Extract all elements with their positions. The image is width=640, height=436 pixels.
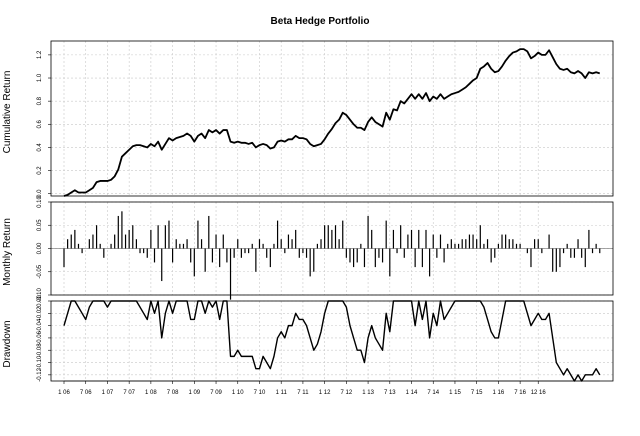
y-tick-label: -0.10 bbox=[37, 355, 43, 369]
x-tick-label: 7 14 bbox=[427, 390, 439, 396]
monthly-return-axis-label: Monthly Return bbox=[2, 218, 13, 286]
x-tick-label: 1 08 bbox=[145, 390, 157, 396]
x-tick-label: 7 10 bbox=[254, 390, 266, 396]
x-tick-label: 7 12 bbox=[341, 390, 353, 396]
x-tick-label: 1 09 bbox=[188, 390, 200, 396]
x-tick-label: 1 13 bbox=[362, 390, 374, 396]
x-tick-label: 7 06 bbox=[80, 390, 92, 396]
x-tick-label: 1 12 bbox=[319, 390, 331, 396]
x-tick-label: 7 09 bbox=[210, 390, 222, 396]
x-tick-label: 1 16 bbox=[493, 390, 505, 396]
y-tick-label: 0.00 bbox=[37, 295, 43, 307]
panel-frame bbox=[50, 300, 614, 382]
y-tick-label: 0.2 bbox=[37, 166, 43, 175]
x-tick-label: 1 06 bbox=[58, 390, 70, 396]
drawdown-panel: -0.12-0.10-0.08-0.06-0.04-0.020.00 1 06 7 … bbox=[37, 295, 614, 396]
y-tick-label: -0.05 bbox=[37, 264, 43, 278]
x-tick-label: 7 13 bbox=[384, 390, 396, 396]
x-tick-label: 12 16 bbox=[531, 390, 547, 396]
x-tick-label: 1 11 bbox=[276, 390, 288, 396]
y-tick-label: -0.06 bbox=[37, 330, 43, 344]
y-tick-label: -0.10 bbox=[37, 288, 43, 302]
y-tick-label: -0.08 bbox=[37, 343, 43, 357]
x-tick-label: 7 07 bbox=[123, 390, 135, 396]
y-tick-label: 1.2 bbox=[37, 50, 43, 59]
x-tick-label: 1 14 bbox=[406, 390, 418, 396]
y-tick-label: 0.6 bbox=[37, 119, 43, 128]
x-tick-label: 7 15 bbox=[471, 390, 483, 396]
panel-frame bbox=[50, 40, 614, 197]
x-tick-label: 1 07 bbox=[102, 390, 114, 396]
y-tick-label: 0.00 bbox=[37, 242, 43, 254]
panel-frame bbox=[50, 201, 614, 296]
y-tick-label: 1.0 bbox=[37, 73, 43, 82]
cumulative-return-panel: 0.0 0.2 0.4 0.6 0.8 1.0 1.2 bbox=[37, 40, 614, 198]
cumulative-return-axis-label: Cumulative Return bbox=[2, 71, 13, 154]
y-tick-label: -0.04 bbox=[37, 318, 43, 332]
chart-title: Beta Hedge Portfolio bbox=[271, 16, 370, 27]
x-tick-label: 1 10 bbox=[232, 390, 244, 396]
x-tick-label: 7 16 bbox=[514, 390, 526, 396]
y-tick-label: 0.8 bbox=[37, 96, 43, 105]
y-tick-label: 0.4 bbox=[37, 143, 43, 152]
x-tick-label: 1 15 bbox=[449, 390, 461, 396]
drawdown-line bbox=[63, 300, 601, 382]
y-tick-label: -0.02 bbox=[37, 306, 43, 320]
drawdown-axis-label: Drawdown bbox=[2, 320, 13, 367]
x-tick-label: 7 08 bbox=[167, 390, 179, 396]
y-tick-label: 0.05 bbox=[37, 219, 43, 231]
x-tick-label: 7 11 bbox=[297, 390, 309, 396]
cumulative-return-line bbox=[63, 48, 601, 197]
monthly-return-panel: -0.10 -0.05 0.00 0.05 0.10 bbox=[37, 196, 614, 302]
y-tick-label: -0.12 bbox=[37, 367, 43, 381]
y-tick-label: 0.10 bbox=[37, 196, 43, 208]
y-tick-label: 0.0 bbox=[37, 189, 43, 198]
